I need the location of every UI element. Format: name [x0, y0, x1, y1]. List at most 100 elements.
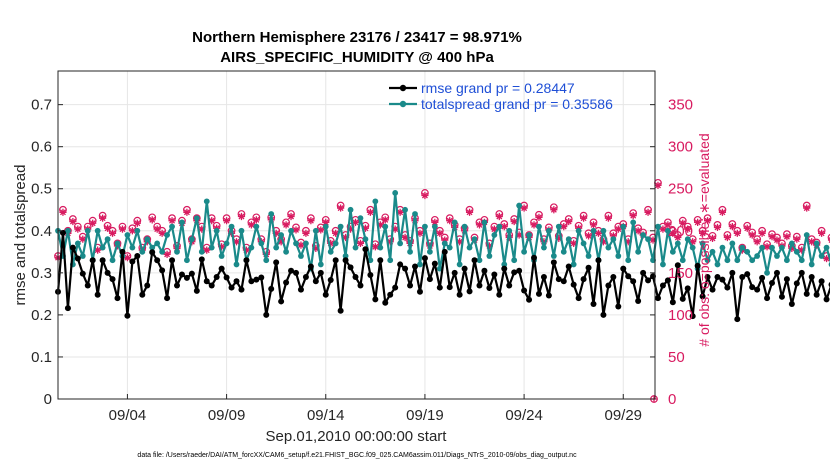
- totalspread-point: [774, 253, 780, 259]
- rmse-point: [243, 257, 250, 264]
- rmse-point: [421, 255, 428, 262]
- obs-evaluated-point: [317, 226, 325, 234]
- totalspread-point: [714, 261, 721, 268]
- obs-evaluated-point: [510, 217, 518, 226]
- rmse-point: [79, 270, 86, 277]
- rmse-point: [610, 274, 617, 281]
- obs-evaluated-point: [550, 206, 558, 214]
- rmse-point: [813, 291, 820, 298]
- obs-evaluated-point: [79, 235, 87, 243]
- totalspread-point: [704, 257, 711, 264]
- obs-evaluated-point: [416, 229, 424, 237]
- totalspread-point: [193, 215, 200, 222]
- totalspread-point: [253, 223, 260, 230]
- totalspread-point: [575, 227, 582, 234]
- obs-evaluated-point: [535, 213, 543, 221]
- obs-evaluated-point: [282, 221, 290, 229]
- rmse-point: [297, 286, 304, 293]
- rmse-point: [387, 291, 394, 298]
- totalspread-point: [144, 236, 151, 243]
- rmse-point: [550, 259, 557, 266]
- obs-evaluated-point: [386, 238, 394, 246]
- totalspread-point: [625, 257, 632, 264]
- totalspread-point: [640, 232, 646, 238]
- totalspread-point: [426, 248, 433, 255]
- rmse-point: [169, 257, 176, 264]
- obs-evaluated-point: [659, 225, 667, 233]
- totalspread-point: [129, 244, 136, 251]
- obs-evaluated-point: [485, 242, 493, 250]
- obs-evaluated-point: [366, 208, 374, 216]
- totalspread-point: [258, 240, 265, 247]
- rmse-point: [307, 263, 314, 270]
- totalspread-point: [184, 257, 190, 264]
- obs-evaluated-point: [728, 222, 736, 231]
- rmse-point: [377, 257, 384, 264]
- obs-evaluated-point: [356, 239, 365, 248]
- rmse-point: [114, 295, 121, 302]
- left-tick-label: 0: [44, 391, 52, 408]
- rmse-point: [803, 290, 810, 297]
- obs-evaluated-point: [431, 218, 439, 226]
- rmse-point: [516, 267, 523, 274]
- rmse-point: [59, 229, 66, 236]
- rmse-point: [426, 276, 433, 283]
- totalspread-point: [630, 219, 637, 226]
- rmse-point: [793, 280, 800, 287]
- rmse-point: [689, 313, 696, 320]
- rmse-point: [788, 300, 795, 307]
- obs-evaluated-point: [158, 229, 166, 237]
- x-tick-label: 09/19: [406, 407, 444, 424]
- rmse-point: [669, 299, 676, 306]
- obs-evaluated-point: [297, 241, 305, 249]
- rmse-point: [203, 278, 210, 285]
- obs-evaluated-point: [346, 225, 355, 233]
- obs-evaluated-point: [733, 229, 741, 237]
- totalspread-point: [169, 223, 175, 230]
- obs-evaluated-point: [183, 208, 191, 216]
- rmse-point: [397, 261, 404, 268]
- totalspread-point: [74, 240, 81, 247]
- rmse-point: [94, 291, 101, 298]
- totalspread-point: [342, 253, 349, 259]
- rmse-point: [129, 258, 136, 265]
- rmse-point: [506, 282, 513, 289]
- rmse-point: [268, 285, 275, 292]
- obs-evaluated-point: [599, 238, 608, 246]
- rmse-point: [461, 265, 468, 272]
- rmse-point: [734, 316, 741, 323]
- rmse-point: [496, 291, 503, 298]
- totalspread-point: [501, 261, 508, 268]
- totalspread-point: [749, 257, 756, 264]
- obs-evaluated-point: [584, 232, 593, 240]
- obs-evaluated-point: [123, 254, 132, 262]
- obs-evaluated-point: [69, 217, 77, 226]
- x-axis: 09/04 09/09 09/14 09/19 09/24 09/29: [109, 394, 642, 424]
- totalspread-point: [233, 261, 240, 268]
- totalspread-point: [293, 240, 299, 247]
- legend-label-rmse: rmse grand pr = 0.28447: [421, 80, 575, 96]
- rmse-point: [570, 281, 577, 288]
- chart-title-line2: AIRS_SPECIFIC_HUMIDITY @ 400 hPa: [220, 49, 494, 66]
- obs-evaluated-point: [634, 227, 642, 235]
- rmse-point: [600, 311, 607, 318]
- rmse-point: [188, 270, 195, 277]
- rmse-point: [764, 295, 771, 302]
- chart-title-line1: Northern Hemisphere 23176 / 23417 = 98.9…: [192, 29, 522, 46]
- totalspread-point: [412, 211, 418, 217]
- obs-evaluated-point: [609, 232, 617, 240]
- rmse-point: [248, 278, 255, 285]
- obs-evaluated-point: [579, 214, 588, 222]
- totalspread-point: [550, 253, 557, 259]
- totalspread-point: [139, 248, 146, 255]
- totalspread-point: [521, 248, 527, 255]
- obs-evaluated-point: [520, 204, 528, 212]
- rmse-point: [783, 276, 790, 283]
- rmse-point: [704, 274, 711, 281]
- totalspread-point: [803, 232, 810, 238]
- obs-evaluated-point: [208, 217, 216, 225]
- totalspread-point: [709, 248, 716, 255]
- series-rmse: [55, 229, 830, 323]
- totalspread-point: [491, 232, 498, 238]
- totalspread-point: [808, 261, 815, 268]
